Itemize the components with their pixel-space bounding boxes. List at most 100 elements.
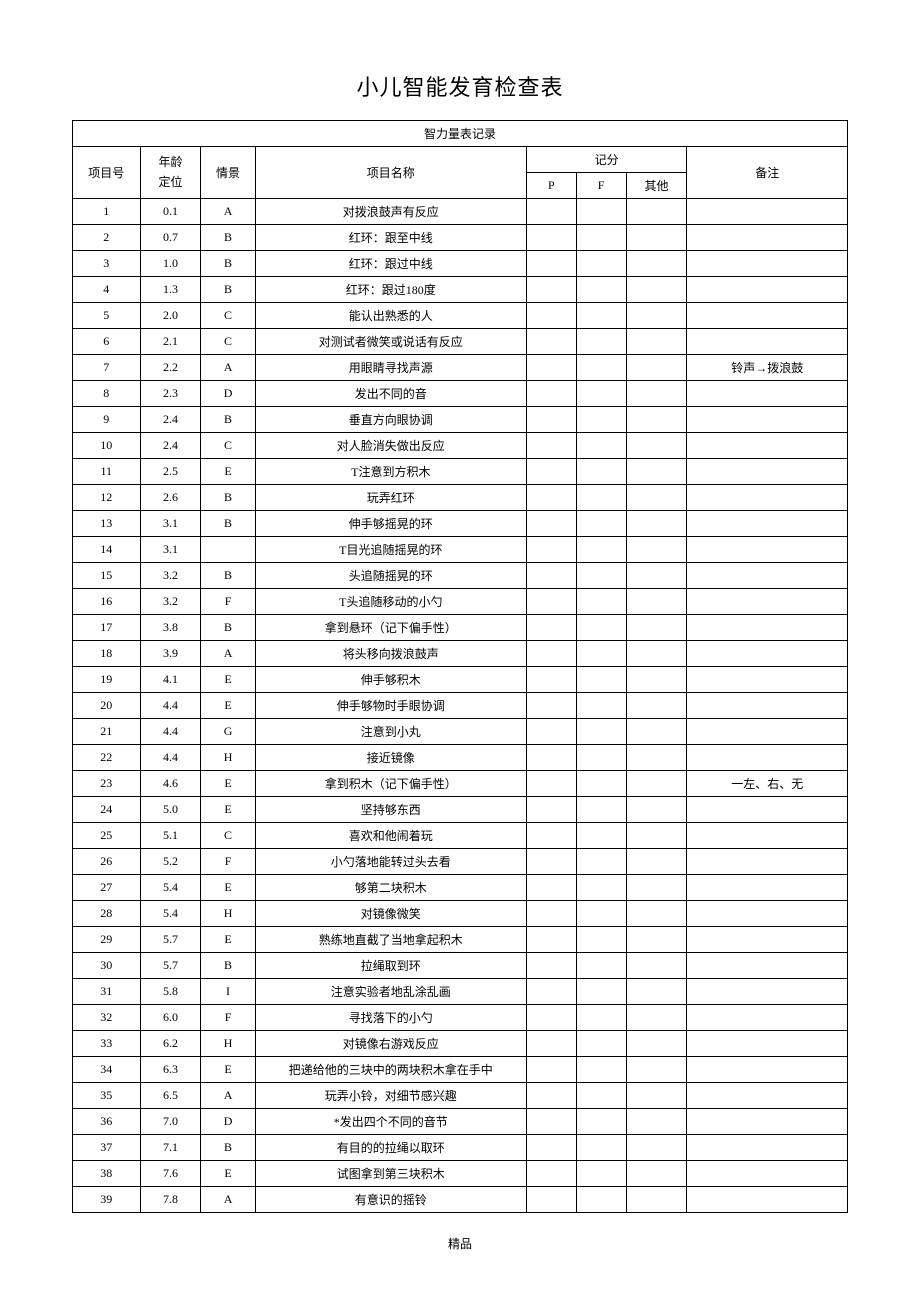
- cell-other: [626, 745, 687, 771]
- cell-name: 喜欢和他闹着玩: [255, 823, 526, 849]
- table-row: 315.8I注意实验者地乱涂乱画: [73, 979, 848, 1005]
- cell-remark: [687, 303, 848, 329]
- cell-p: [526, 277, 576, 303]
- cell-name: 注意实验者地乱涂乱画: [255, 979, 526, 1005]
- cell-other: [626, 901, 687, 927]
- cell-remark: [687, 329, 848, 355]
- cell-scene: C: [201, 433, 255, 459]
- cell-id: 2: [73, 225, 141, 251]
- table-row: 387.6E试图拿到第三块积木: [73, 1161, 848, 1187]
- cell-other: [626, 537, 687, 563]
- cell-name: T目光追随摇晃的环: [255, 537, 526, 563]
- cell-age: 2.2: [140, 355, 201, 381]
- table-row: 295.7E熟练地直截了当地拿起积木: [73, 927, 848, 953]
- table-row: 204.4E伸手够物时手眼协调: [73, 693, 848, 719]
- cell-age: 7.1: [140, 1135, 201, 1161]
- cell-name: 有意识的摇铃: [255, 1187, 526, 1213]
- cell-other: [626, 303, 687, 329]
- cell-other: [626, 667, 687, 693]
- col-header-scene: 情景: [201, 147, 255, 199]
- cell-id: 34: [73, 1057, 141, 1083]
- cell-f: [576, 979, 626, 1005]
- table-row: 183.9A将头移向拨浪鼓声: [73, 641, 848, 667]
- cell-age: 4.1: [140, 667, 201, 693]
- cell-f: [576, 1135, 626, 1161]
- table-row: 367.0D*发出四个不同的音节: [73, 1109, 848, 1135]
- cell-p: [526, 823, 576, 849]
- cell-id: 27: [73, 875, 141, 901]
- col-header-f: F: [576, 173, 626, 199]
- cell-other: [626, 459, 687, 485]
- table-row: 133.1B伸手够摇晃的环: [73, 511, 848, 537]
- cell-other: [626, 719, 687, 745]
- cell-f: [576, 1161, 626, 1187]
- table-row: 356.5A玩弄小铃，对细节感兴趣: [73, 1083, 848, 1109]
- cell-age: 3.2: [140, 563, 201, 589]
- cell-id: 13: [73, 511, 141, 537]
- cell-name: 发出不同的音: [255, 381, 526, 407]
- cell-age: 6.5: [140, 1083, 201, 1109]
- cell-name: 伸手够积木: [255, 667, 526, 693]
- cell-id: 26: [73, 849, 141, 875]
- cell-scene: H: [201, 745, 255, 771]
- cell-id: 21: [73, 719, 141, 745]
- cell-p: [526, 563, 576, 589]
- cell-id: 8: [73, 381, 141, 407]
- cell-p: [526, 225, 576, 251]
- cell-name: 把递给他的三块中的两块积木拿在手中: [255, 1057, 526, 1083]
- cell-id: 24: [73, 797, 141, 823]
- cell-age: 5.2: [140, 849, 201, 875]
- table-row: 336.2H对镜像右游戏反应: [73, 1031, 848, 1057]
- cell-remark: [687, 563, 848, 589]
- cell-remark: [687, 459, 848, 485]
- cell-other: [626, 953, 687, 979]
- cell-scene: B: [201, 225, 255, 251]
- cell-scene: A: [201, 355, 255, 381]
- cell-remark: [687, 277, 848, 303]
- cell-p: [526, 927, 576, 953]
- cell-other: [626, 823, 687, 849]
- cell-age: 5.4: [140, 875, 201, 901]
- table-header: 智力量表记录 项目号 年龄 定位 情景 项目名称 记分 备注 P F 其他: [73, 121, 848, 199]
- cell-f: [576, 303, 626, 329]
- cell-id: 30: [73, 953, 141, 979]
- table-row: 62.1C对测试者微笑或说话有反应: [73, 329, 848, 355]
- cell-other: [626, 1187, 687, 1213]
- cell-id: 17: [73, 615, 141, 641]
- cell-p: [526, 303, 576, 329]
- table-row: 10.1A对拨浪鼓声有反应: [73, 199, 848, 225]
- cell-remark: [687, 1005, 848, 1031]
- table-row: 20.7B红环：跟至中线: [73, 225, 848, 251]
- cell-p: [526, 1057, 576, 1083]
- cell-other: [626, 433, 687, 459]
- cell-f: [576, 719, 626, 745]
- table-row: 265.2F小勺落地能转过头去看: [73, 849, 848, 875]
- cell-p: [526, 797, 576, 823]
- table-row: 41.3B红环：跟过180度: [73, 277, 848, 303]
- cell-id: 9: [73, 407, 141, 433]
- cell-name: 对镜像右游戏反应: [255, 1031, 526, 1057]
- cell-other: [626, 589, 687, 615]
- col-header-other: 其他: [626, 173, 687, 199]
- cell-f: [576, 329, 626, 355]
- cell-remark: [687, 797, 848, 823]
- cell-name: 能认出熟悉的人: [255, 303, 526, 329]
- cell-scene: F: [201, 589, 255, 615]
- cell-age: 1.3: [140, 277, 201, 303]
- cell-f: [576, 641, 626, 667]
- cell-remark: [687, 1187, 848, 1213]
- cell-f: [576, 1005, 626, 1031]
- cell-age: 0.7: [140, 225, 201, 251]
- cell-f: [576, 563, 626, 589]
- cell-age: 4.4: [140, 693, 201, 719]
- col-header-id: 项目号: [73, 147, 141, 199]
- cell-p: [526, 251, 576, 277]
- cell-f: [576, 277, 626, 303]
- table-row: 377.1B有目的的拉绳以取环: [73, 1135, 848, 1161]
- table-row: 163.2FT头追随移动的小勺: [73, 589, 848, 615]
- cell-age: 3.1: [140, 511, 201, 537]
- cell-other: [626, 1057, 687, 1083]
- cell-other: [626, 563, 687, 589]
- cell-id: 14: [73, 537, 141, 563]
- cell-name: 熟练地直截了当地拿起积木: [255, 927, 526, 953]
